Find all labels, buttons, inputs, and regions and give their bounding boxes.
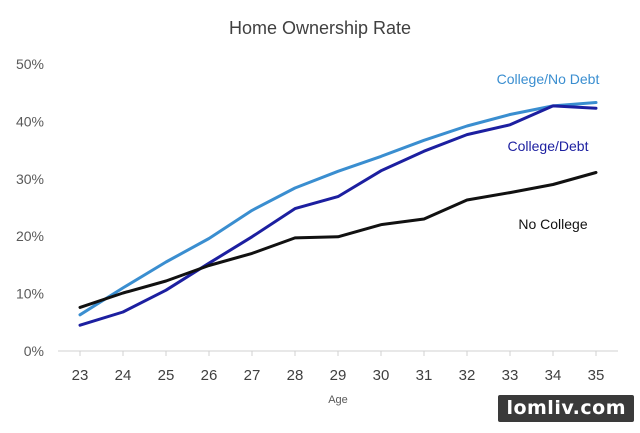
x-tick-label: 32 — [459, 367, 476, 384]
series-line-2 — [78, 171, 598, 309]
y-tick-label: 30% — [16, 171, 44, 187]
series-line-0 — [78, 101, 598, 317]
x-tick-label: 29 — [330, 367, 347, 384]
x-tick-label: 23 — [72, 367, 89, 384]
x-tick-label: 26 — [201, 367, 218, 384]
y-tick-label: 20% — [16, 228, 44, 244]
y-tick-label: 40% — [16, 113, 44, 129]
y-tick-label: 10% — [16, 286, 44, 302]
series-label-1: College/Debt — [508, 138, 589, 154]
watermark-label: lomliv.com — [498, 395, 634, 422]
x-tick-label: 24 — [115, 367, 132, 384]
x-tick-label: 31 — [416, 367, 433, 384]
x-tick-label: 25 — [158, 367, 175, 384]
y-tick-label: 50% — [16, 56, 44, 72]
x-tick-label: 27 — [244, 367, 261, 384]
series-label-2: No College — [518, 216, 587, 232]
x-tick-label: 33 — [502, 367, 519, 384]
x-tick-label: 28 — [287, 367, 304, 384]
series-label-0: College/No Debt — [497, 71, 600, 87]
series-line-1 — [78, 104, 598, 327]
x-tick-label: 30 — [373, 367, 390, 384]
x-tick-label: 34 — [545, 367, 562, 384]
y-tick-label: 0% — [24, 343, 44, 359]
chart-title: Home Ownership Rate — [228, 18, 412, 38]
x-axis-label: Age — [328, 394, 348, 406]
x-tick-label: 35 — [588, 367, 605, 384]
